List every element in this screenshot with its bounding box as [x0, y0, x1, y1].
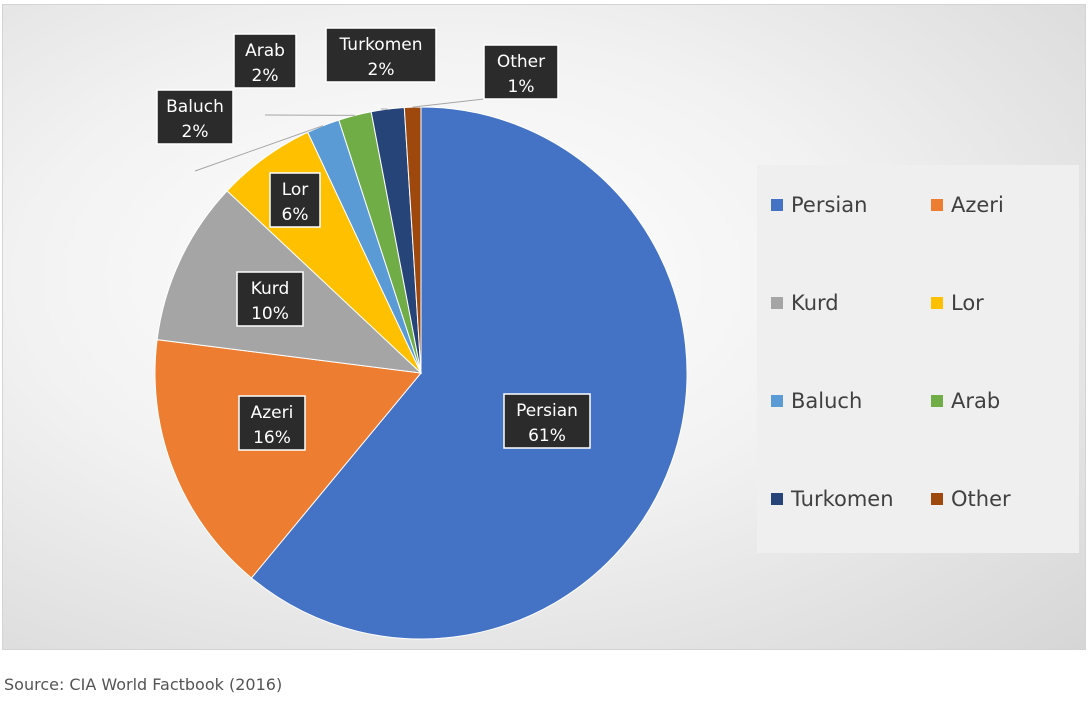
legend-swatch [771, 297, 783, 309]
data-label-box [233, 33, 297, 89]
legend-item-kurd: Kurd [771, 291, 839, 315]
pie-slice-azeri [154, 339, 422, 579]
data-label-value: 61% [528, 426, 566, 446]
data-label-value: 16% [253, 428, 291, 448]
legend-label: Lor [951, 291, 984, 315]
leader-line-baluch [194, 125, 324, 172]
data-label-value: 10% [251, 304, 289, 324]
legend-item-other: Other [931, 487, 1011, 511]
data-label-box [483, 44, 559, 100]
legend-label: Arab [951, 389, 1001, 413]
data-label-box [269, 172, 321, 228]
data-label-kurd: Kurd 10% [236, 271, 304, 327]
data-label-arab: Arab 2% [233, 33, 297, 89]
data-label-name: Azeri [251, 403, 294, 423]
data-label-value: 6% [282, 205, 309, 225]
legend-item-arab: Arab [931, 389, 1000, 413]
pie-chart-canvas: Persian61%Azeri16%Kurd10%Lor6%Baluch2%Ar… [154, 27, 688, 640]
legend-label: Other [951, 487, 1011, 511]
source-note: Source: CIA World Factbook (2016) [4, 675, 283, 694]
legend-item-turkomen: Turkomen [771, 487, 894, 511]
data-label-box [325, 27, 437, 83]
legend-swatch [771, 493, 783, 505]
data-label-name: Kurd [251, 279, 290, 299]
data-label-box [236, 271, 304, 327]
data-label-other: Other 1% [483, 44, 559, 100]
data-label-name: Turkomen [339, 35, 423, 55]
data-label-name: Other [497, 52, 545, 72]
legend-swatch [931, 395, 943, 407]
data-label-name: Arab [245, 41, 285, 61]
legend-swatch [931, 297, 943, 309]
data-label-value: 1% [508, 77, 535, 97]
legend-item-persian: Persian [771, 193, 867, 217]
legend-swatch [771, 395, 783, 407]
legend-label: Kurd [791, 291, 839, 315]
leader-line-other [412, 98, 485, 108]
legend-label: Persian [791, 193, 868, 217]
data-label-persian: Persian 61% [503, 393, 591, 449]
legend-swatch [931, 199, 943, 211]
data-label-name: Lor [282, 180, 309, 200]
legend-item-azeri: Azeri [931, 193, 1004, 217]
legend-label: Turkomen [791, 487, 894, 511]
pie-chart: Persian 61% Azeri 16% Kurd 10% Lor 6% Baluch 2% Ar… [2, 4, 1086, 650]
data-label-name: Persian [516, 401, 578, 421]
data-label-value: 2% [182, 122, 209, 142]
legend-item-baluch: Baluch [771, 389, 862, 413]
data-label-baluch: Baluch 2% [156, 89, 234, 145]
data-label-value: 2% [252, 66, 279, 86]
legend-swatch [931, 493, 943, 505]
legend-label: Baluch [791, 389, 863, 413]
legend-swatch [771, 199, 783, 211]
data-label-name: Baluch [166, 97, 224, 117]
pie-slice-persian [250, 106, 688, 640]
data-label-box [156, 89, 234, 145]
data-label-azeri: Azeri 16% [238, 395, 306, 451]
data-label-box [238, 395, 306, 451]
legend: Persian Azeri Kurd Lor Baluch Arab Turkomen Oth… [757, 165, 1079, 553]
data-label-lor: Lor 6% [269, 172, 321, 228]
data-label-turkomen: Turkomen 2% [325, 27, 437, 83]
data-label-box [503, 393, 591, 449]
legend-item-lor: Lor [931, 291, 984, 315]
data-label-value: 2% [368, 60, 395, 80]
legend-label: Azeri [951, 193, 1004, 217]
